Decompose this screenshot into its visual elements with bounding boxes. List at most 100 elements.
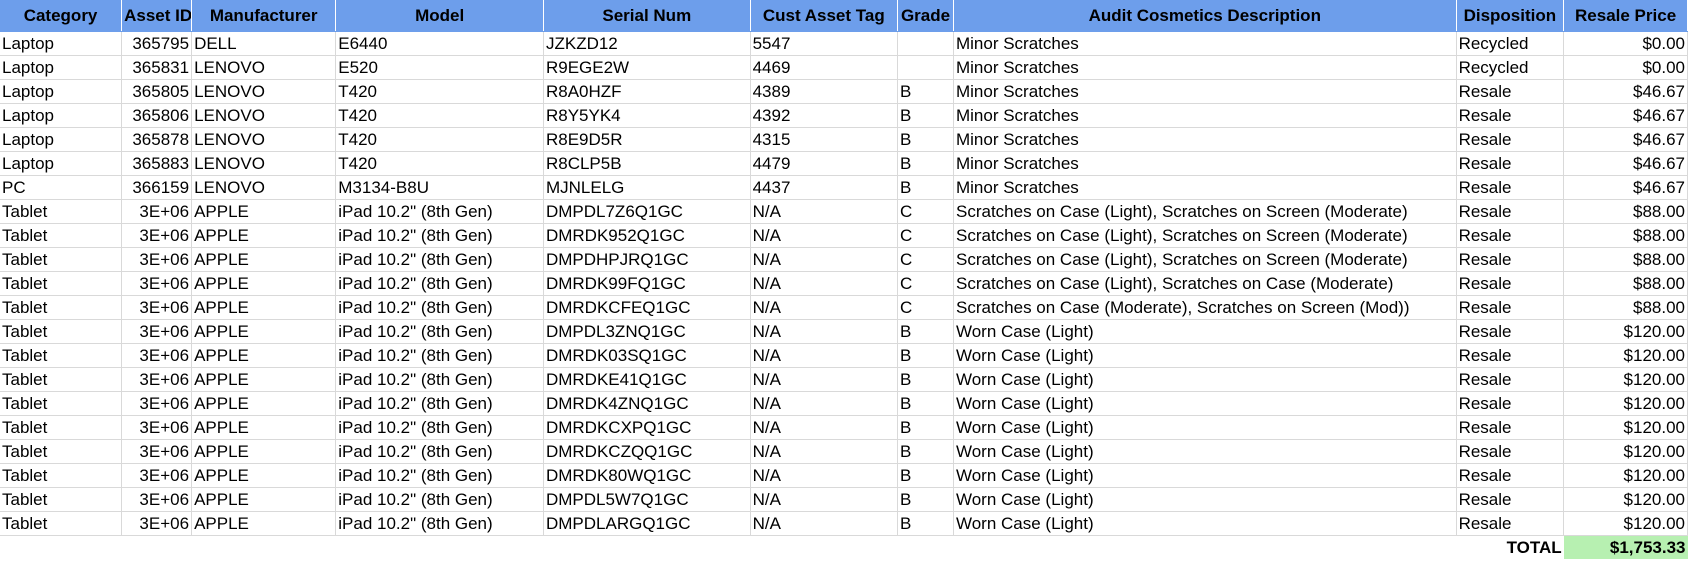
cell-grade[interactable] bbox=[897, 55, 954, 80]
cell-disposition[interactable]: Resale bbox=[1456, 343, 1565, 368]
cell-disposition[interactable]: Recycled bbox=[1456, 55, 1565, 80]
cell-asset-id[interactable]: 3E+06 bbox=[121, 511, 193, 536]
cell-category[interactable]: Tablet bbox=[0, 295, 123, 320]
cell-disposition[interactable]: Resale bbox=[1456, 271, 1565, 296]
cell-resale-price[interactable]: $0.00 bbox=[1563, 31, 1688, 56]
cell-manufacturer[interactable]: APPLE bbox=[191, 199, 337, 224]
cell-resale-price[interactable]: $120.00 bbox=[1563, 367, 1688, 392]
cell-model[interactable]: iPad 10.2" (8th Gen) bbox=[335, 223, 544, 248]
cell-cust-asset-tag[interactable]: N/A bbox=[750, 199, 899, 224]
cell-disposition[interactable]: Resale bbox=[1456, 511, 1565, 536]
cell-manufacturer[interactable]: LENOVO bbox=[191, 151, 337, 176]
cell-resale-price[interactable]: $0.00 bbox=[1563, 55, 1688, 80]
cell-cust-asset-tag[interactable]: N/A bbox=[750, 415, 899, 440]
cell-disposition[interactable]: Resale bbox=[1456, 319, 1565, 344]
cell-category[interactable]: Tablet bbox=[0, 391, 123, 416]
cell-grade[interactable]: C bbox=[897, 199, 954, 224]
cell-serial-num[interactable]: DMRDKE41Q1GC bbox=[543, 367, 751, 392]
cell-serial-num[interactable]: DMRDKCXPQ1GC bbox=[543, 415, 751, 440]
cell-cust-asset-tag[interactable]: 4315 bbox=[750, 127, 899, 152]
cell-resale-price[interactable]: $46.67 bbox=[1563, 79, 1688, 104]
cell-resale-price[interactable]: $120.00 bbox=[1563, 391, 1688, 416]
column-header-model[interactable]: Model bbox=[335, 0, 544, 32]
cell-disposition[interactable]: Resale bbox=[1456, 391, 1565, 416]
cell-model[interactable]: T420 bbox=[335, 79, 544, 104]
cell-audit-description[interactable]: Scratches on Case (Light), Scratches on … bbox=[953, 271, 1457, 296]
cell-cust-asset-tag[interactable]: N/A bbox=[750, 439, 899, 464]
cell-disposition[interactable]: Resale bbox=[1456, 103, 1565, 128]
cell-cust-asset-tag[interactable]: N/A bbox=[750, 319, 899, 344]
cell-audit-description[interactable]: Minor Scratches bbox=[953, 55, 1457, 80]
cell-cust-asset-tag[interactable]: N/A bbox=[750, 271, 899, 296]
cell-model[interactable]: T420 bbox=[335, 127, 544, 152]
cell-manufacturer[interactable]: APPLE bbox=[191, 463, 337, 488]
cell-cust-asset-tag[interactable]: 5547 bbox=[750, 31, 899, 56]
cell-cust-asset-tag[interactable]: N/A bbox=[750, 295, 899, 320]
cell-audit-description[interactable]: Minor Scratches bbox=[953, 127, 1457, 152]
cell-cust-asset-tag[interactable]: 4392 bbox=[750, 103, 899, 128]
cell-grade[interactable]: B bbox=[897, 367, 954, 392]
cell-model[interactable]: iPad 10.2" (8th Gen) bbox=[335, 319, 544, 344]
cell-cust-asset-tag[interactable]: N/A bbox=[750, 463, 899, 488]
cell-category[interactable]: Tablet bbox=[0, 343, 123, 368]
cell-model[interactable]: M3134-B8U bbox=[335, 175, 544, 200]
cell-serial-num[interactable]: DMRDKCZQQ1GC bbox=[543, 439, 751, 464]
cell-category[interactable]: Tablet bbox=[0, 439, 123, 464]
cell-serial-num[interactable]: DMPDL5W7Q1GC bbox=[543, 487, 751, 512]
cell-manufacturer[interactable]: APPLE bbox=[191, 415, 337, 440]
cell-serial-num[interactable]: DMRDK03SQ1GC bbox=[543, 343, 751, 368]
cell-manufacturer[interactable]: APPLE bbox=[191, 487, 337, 512]
cell-asset-id[interactable]: 3E+06 bbox=[121, 439, 193, 464]
cell-model[interactable]: T420 bbox=[335, 151, 544, 176]
cell-category[interactable]: Tablet bbox=[0, 511, 123, 536]
cell-asset-id[interactable]: 365806 bbox=[121, 103, 193, 128]
cell-resale-price[interactable]: $88.00 bbox=[1563, 271, 1688, 296]
cell-asset-id[interactable]: 3E+06 bbox=[121, 367, 193, 392]
cell-asset-id[interactable]: 3E+06 bbox=[121, 391, 193, 416]
cell-serial-num[interactable]: DMRDK99FQ1GC bbox=[543, 271, 751, 296]
cell-disposition[interactable]: Resale bbox=[1456, 415, 1565, 440]
cell-audit-description[interactable]: Minor Scratches bbox=[953, 175, 1457, 200]
cell-cust-asset-tag[interactable]: 4389 bbox=[750, 79, 899, 104]
cell-disposition[interactable]: Resale bbox=[1456, 223, 1565, 248]
cell-model[interactable]: iPad 10.2" (8th Gen) bbox=[335, 391, 544, 416]
cell-category[interactable]: Laptop bbox=[0, 55, 123, 80]
cell-serial-num[interactable]: JZKZD12 bbox=[543, 31, 751, 56]
cell-resale-price[interactable]: $120.00 bbox=[1563, 487, 1688, 512]
cell-resale-price[interactable]: $120.00 bbox=[1563, 439, 1688, 464]
cell-model[interactable]: T420 bbox=[335, 103, 544, 128]
cell-resale-price[interactable]: $88.00 bbox=[1563, 223, 1688, 248]
cell-grade[interactable]: C bbox=[897, 223, 954, 248]
cell-model[interactable]: iPad 10.2" (8th Gen) bbox=[335, 367, 544, 392]
cell-serial-num[interactable]: DMPDL3ZNQ1GC bbox=[543, 319, 751, 344]
cell-audit-description[interactable]: Worn Case (Light) bbox=[953, 439, 1457, 464]
cell-serial-num[interactable]: R8CLP5B bbox=[543, 151, 751, 176]
cell-model[interactable]: iPad 10.2" (8th Gen) bbox=[335, 199, 544, 224]
total-value[interactable]: $1,753.33 bbox=[1563, 535, 1688, 559]
cell-model[interactable]: iPad 10.2" (8th Gen) bbox=[335, 415, 544, 440]
cell-serial-num[interactable]: R9EGE2W bbox=[543, 55, 751, 80]
cell-disposition[interactable]: Resale bbox=[1456, 79, 1565, 104]
cell-asset-id[interactable]: 365795 bbox=[121, 31, 193, 56]
cell-audit-description[interactable]: Minor Scratches bbox=[953, 103, 1457, 128]
cell-resale-price[interactable]: $88.00 bbox=[1563, 247, 1688, 272]
cell-asset-id[interactable]: 3E+06 bbox=[121, 247, 193, 272]
cell-model[interactable]: iPad 10.2" (8th Gen) bbox=[335, 271, 544, 296]
cell-audit-description[interactable]: Scratches on Case (Light), Scratches on … bbox=[953, 199, 1457, 224]
cell-cust-asset-tag[interactable]: 4437 bbox=[750, 175, 899, 200]
cell-category[interactable]: PC bbox=[0, 175, 123, 200]
cell-audit-description[interactable]: Minor Scratches bbox=[953, 151, 1457, 176]
cell-audit-description[interactable]: Worn Case (Light) bbox=[953, 367, 1457, 392]
cell-cust-asset-tag[interactable]: N/A bbox=[750, 511, 899, 536]
cell-manufacturer[interactable]: LENOVO bbox=[191, 79, 337, 104]
cell-grade[interactable]: B bbox=[897, 343, 954, 368]
cell-asset-id[interactable]: 3E+06 bbox=[121, 199, 193, 224]
cell-resale-price[interactable]: $46.67 bbox=[1563, 103, 1688, 128]
cell-manufacturer[interactable]: LENOVO bbox=[191, 103, 337, 128]
cell-grade[interactable]: B bbox=[897, 391, 954, 416]
cell-audit-description[interactable]: Scratches on Case (Moderate), Scratches … bbox=[953, 295, 1457, 320]
cell-grade[interactable]: B bbox=[897, 175, 954, 200]
cell-serial-num[interactable]: DMPDLARGQ1GC bbox=[543, 511, 751, 536]
cell-category[interactable]: Laptop bbox=[0, 103, 123, 128]
column-header-audit-description[interactable]: Audit Cosmetics Description bbox=[953, 0, 1457, 32]
